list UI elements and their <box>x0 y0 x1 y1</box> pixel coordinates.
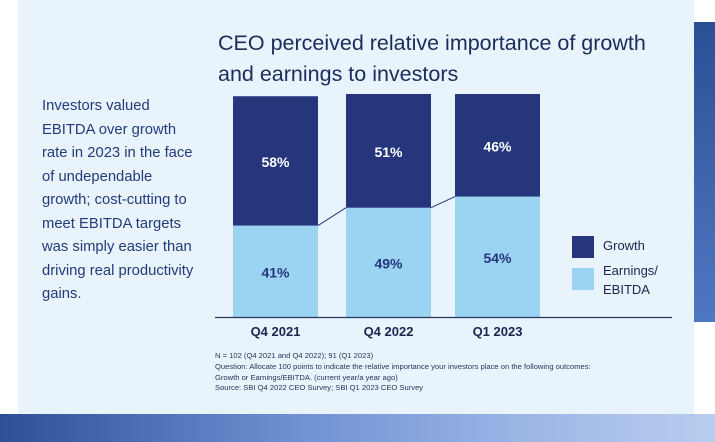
x-tick-label-3: Q1 2023 <box>473 324 523 339</box>
connector-line-1 <box>317 207 347 226</box>
x-tick-label-1: Q4 2021 <box>251 324 301 339</box>
legend-label-earnings: Earnings/EBITDA <box>603 263 658 297</box>
question-note-line-2: Growth or Earnings/EBITDA. (current year… <box>215 372 398 382</box>
chart-title: CEO perceived relative importance of gro… <box>218 31 646 86</box>
data-label-earnings-1: 41% <box>261 264 290 280</box>
bar-earnings-1 <box>233 225 318 317</box>
legend-label-growth: Growth <box>603 238 645 253</box>
legend-swatch-earnings <box>572 268 594 290</box>
bar-earnings-2 <box>346 207 431 317</box>
data-label-growth-3: 46% <box>483 138 512 154</box>
data-label-growth-2: 51% <box>374 144 403 160</box>
sidebar-commentary: Investors valued EBITDA over growth rate… <box>42 98 194 302</box>
x-tick-label-2: Q4 2022 <box>364 324 414 339</box>
data-label-earnings-3: 54% <box>483 250 512 266</box>
connector-line-2 <box>430 196 456 209</box>
bar-growth-2 <box>346 94 431 208</box>
sample-size-note: N = 102 (Q4 2021 and Q4 2022); 91 (Q1 20… <box>215 351 374 360</box>
bar-growth-1 <box>233 96 318 226</box>
data-label-earnings-2: 49% <box>374 255 403 271</box>
source-note: Source: SBI Q4 2022 CEO Survey; SBI Q1 2… <box>215 383 424 393</box>
footnotes: N = 102 (Q4 2021 and Q4 2022); 91 (Q1 20… <box>215 351 685 394</box>
question-note-line-1: Question: Allocate 100 points to indicat… <box>215 361 591 371</box>
legend-swatch-growth <box>572 236 594 258</box>
accent-bar-bottom <box>0 414 715 442</box>
bar-growth-3 <box>455 94 540 197</box>
data-label-growth-1: 58% <box>261 154 290 170</box>
bar-earnings-3 <box>455 196 540 317</box>
